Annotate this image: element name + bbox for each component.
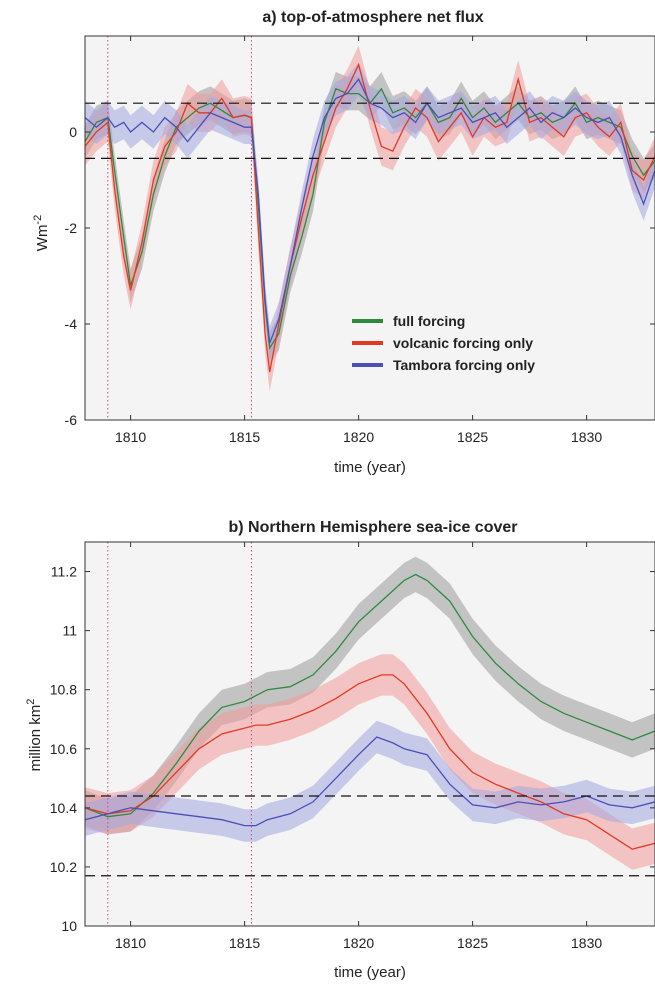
panel-a-y-ticks: -6 -4 -2 0 (65, 124, 655, 428)
panel-b-y-label-sup: 2 (25, 699, 37, 705)
panel-b-x-label: time (year) (334, 964, 406, 981)
legend-label-full: full forcing (393, 313, 465, 329)
panel-b-lines (84, 573, 655, 850)
panel-a-title: a) top-of-atmosphere net flux (262, 9, 483, 26)
x-tick-label: 1820 (343, 935, 374, 951)
y-tick-label: 10.8 (50, 682, 77, 698)
panel-a-y-label-sup: -2 (32, 215, 44, 225)
line-series-1 (84, 62, 655, 373)
legend: full forcing volcanic forcing only Tambo… (352, 313, 535, 373)
y-tick-label: 11 (62, 623, 77, 639)
x-tick-label: 1815 (229, 429, 260, 445)
panel-b-y-ticks: 10 10.2 10.4 10.6 10.8 11 11.2 (50, 564, 655, 934)
panel-a-bands (85, 45, 655, 392)
y-tick-label: 10.4 (50, 800, 77, 816)
panel-a-lines (84, 62, 655, 373)
panel-b-x-ticks: 1810 1815 1820 1825 1830 (115, 542, 602, 951)
y-tick-label: -6 (65, 412, 78, 428)
line-series-0 (84, 87, 655, 350)
panel-b: b) Northern Hemisphere sea-ice cover 181… (25, 519, 655, 981)
line-series-2 (84, 77, 655, 344)
band-series-0 (85, 72, 655, 365)
x-tick-label: 1825 (457, 935, 488, 951)
line-series-0 (84, 573, 655, 818)
x-tick-label: 1830 (571, 429, 602, 445)
panel-b-eruption-lines (107, 542, 252, 926)
panel-b-y-label-main: million km (27, 705, 44, 772)
legend-label-tambora: Tambora forcing only (393, 357, 535, 373)
x-tick-label: 1825 (457, 429, 488, 445)
x-tick-label: 1815 (229, 935, 260, 951)
y-tick-label: 10 (61, 918, 77, 934)
line-series-2 (84, 736, 655, 827)
panel-a-eruption-lines (107, 36, 252, 420)
panel-a-y-label-main: Wm (34, 225, 51, 252)
y-tick-label: 10.2 (50, 859, 77, 875)
y-tick-label: 11.2 (51, 564, 77, 580)
panel-b-frame (84, 541, 655, 927)
panel-b-title: b) Northern Hemisphere sea-ice cover (229, 519, 518, 536)
panel-b-y-label: million km2 (25, 699, 44, 772)
y-tick-label: 10.6 (50, 741, 77, 757)
legend-label-volcanic: volcanic forcing only (393, 335, 533, 351)
y-tick-label: -2 (65, 220, 78, 236)
x-tick-label: 1810 (115, 429, 146, 445)
band-series-2 (85, 62, 655, 361)
x-tick-label: 1830 (571, 935, 602, 951)
line-series-1 (84, 674, 655, 850)
y-tick-label: -4 (65, 316, 78, 332)
panel-a: a) top-of-atmosphere net flux 1810 1815 18… (32, 9, 655, 476)
x-tick-label: 1820 (343, 429, 374, 445)
panel-a-x-ticks: 1810 1815 1820 1825 1830 (115, 36, 602, 445)
x-tick-label: 1810 (115, 935, 146, 951)
panel-a-y-label: Wm-2 (32, 215, 51, 251)
panel-a-x-label: time (year) (334, 459, 406, 476)
y-tick-label: 0 (69, 124, 77, 140)
band-series-1 (85, 654, 655, 870)
band-series-2 (85, 720, 655, 842)
